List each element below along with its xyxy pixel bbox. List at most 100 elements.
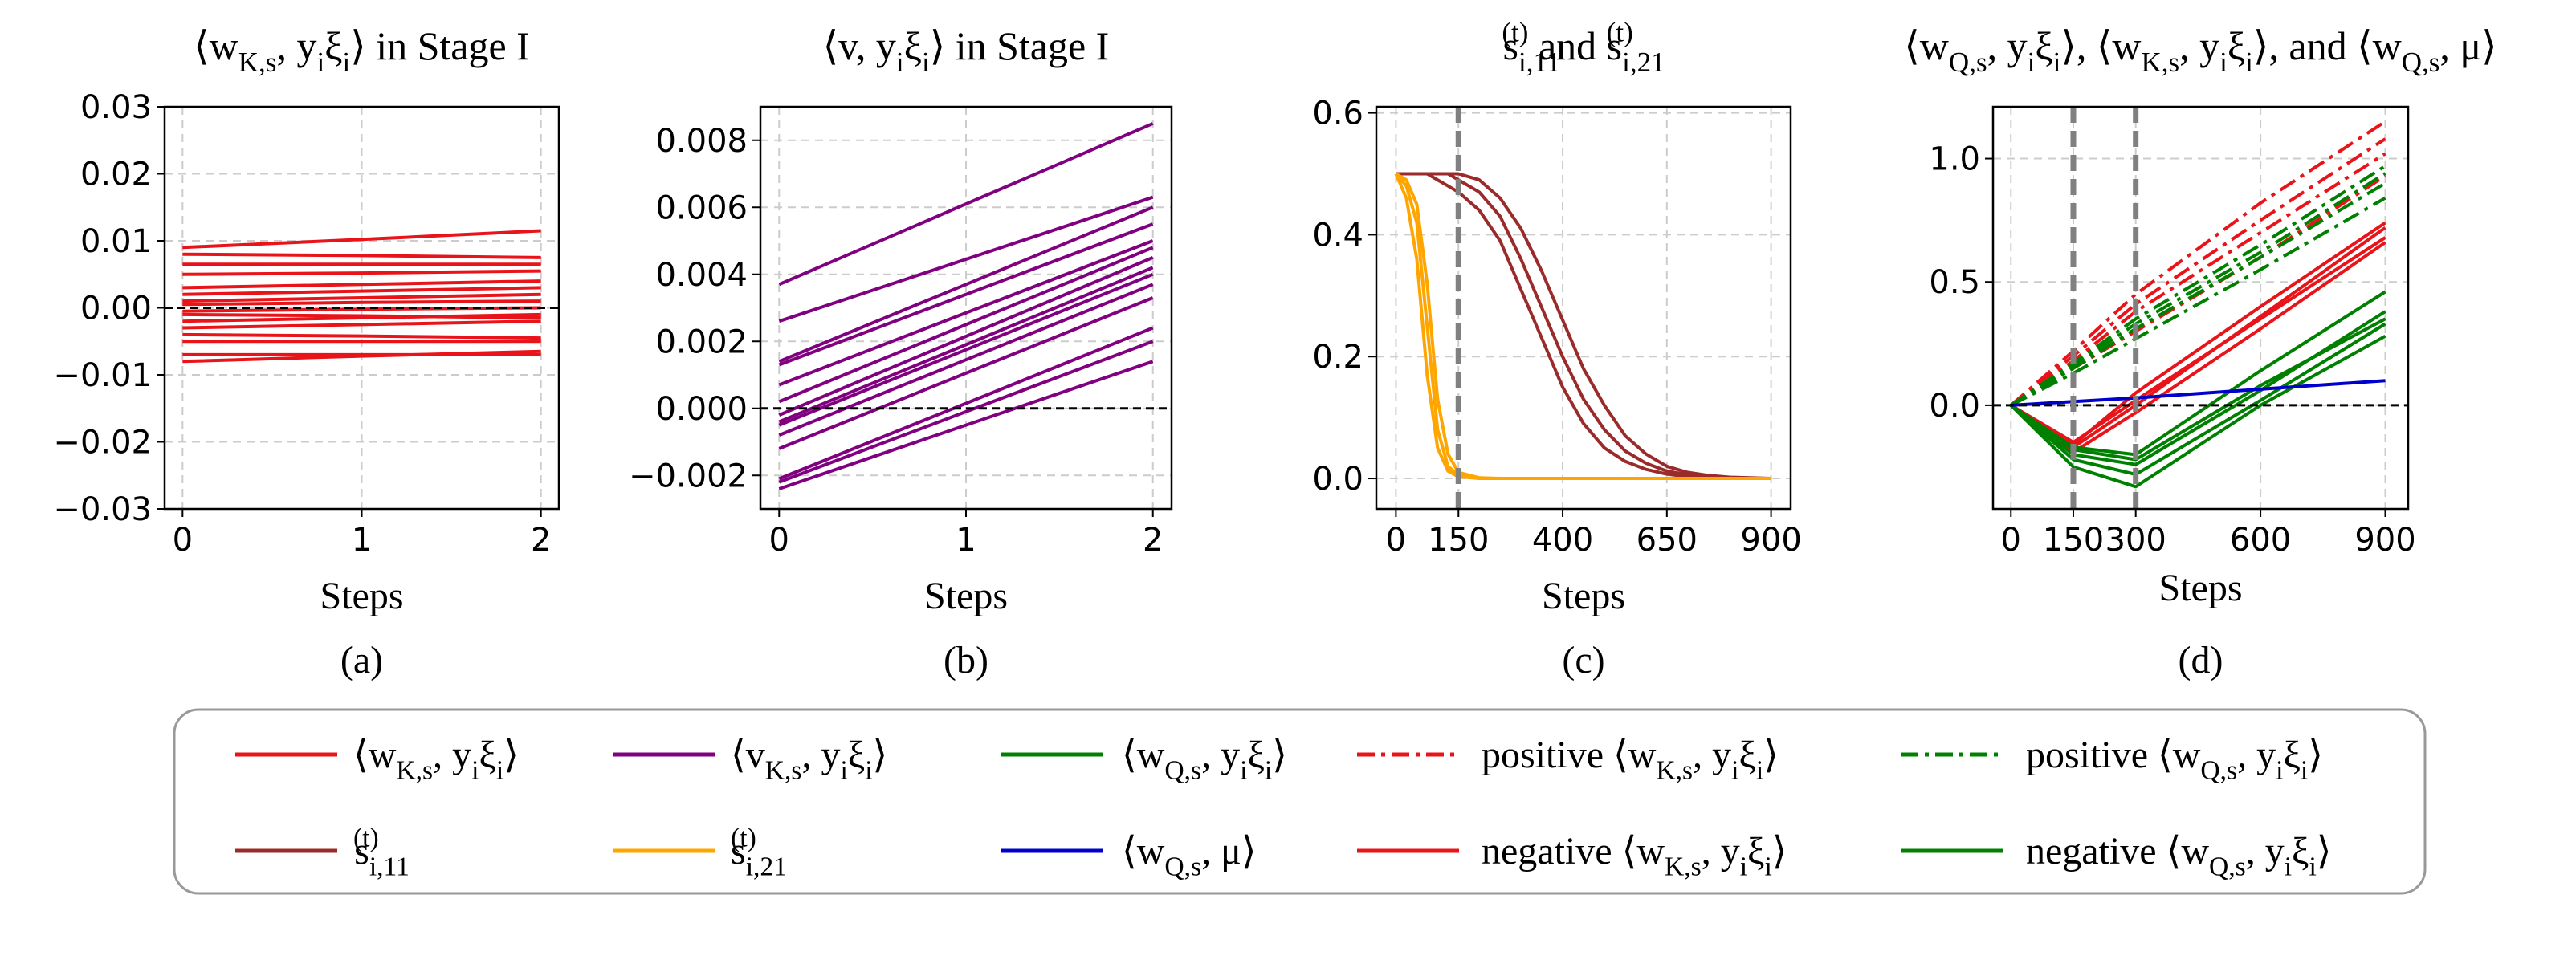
y-tick-label: 0.2 <box>1312 339 1363 376</box>
y-tick-label: 1.0 <box>1929 141 1980 178</box>
panel-caption: (d) <box>2179 639 2223 681</box>
series-line <box>182 332 541 340</box>
legend-label: negative ⟨wK,s, yiξi⟩ <box>1482 830 1787 881</box>
x-tick-label: 0 <box>173 522 193 559</box>
series-line <box>1396 172 1771 480</box>
plot-frame <box>1375 105 1792 511</box>
series-line <box>182 269 541 276</box>
series-line <box>2010 137 2386 407</box>
series-line <box>182 312 541 323</box>
series-line <box>778 283 1154 437</box>
series-line <box>182 319 541 330</box>
y-tick-label: −0.002 <box>629 458 748 494</box>
x-tick-label: 900 <box>1740 522 1801 559</box>
series-line <box>182 229 541 250</box>
y-tick-label: 0.004 <box>655 257 748 294</box>
legend-label: positive ⟨wQ,s, yiξi⟩ <box>2026 734 2323 785</box>
series-line <box>778 326 1154 481</box>
panel-caption: (c) <box>1562 639 1604 681</box>
series-line <box>182 349 541 364</box>
legend-label: ⟨wQ,s, μ⟩ <box>1122 830 1257 881</box>
x-tick-label: 150 <box>1428 522 1489 559</box>
series-line <box>778 272 1154 427</box>
x-tick-label: 300 <box>2105 522 2166 559</box>
y-tick-label: 0.6 <box>1312 96 1363 132</box>
y-tick-label: 0.0 <box>1929 388 1980 425</box>
plot-frame <box>759 105 1173 511</box>
series-line <box>1394 173 1771 480</box>
series-line <box>182 299 541 307</box>
series-line <box>778 296 1154 450</box>
series-line <box>2010 196 2386 407</box>
series-line <box>778 239 1154 387</box>
series-line <box>2011 379 2386 407</box>
plot-frame <box>1991 105 2410 511</box>
x-axis-label: Steps <box>1542 575 1625 617</box>
x-tick-label: 2 <box>531 522 551 559</box>
chart-title: ⟨v, yiξi⟩ in Stage I <box>823 23 1110 78</box>
panel-caption: (b) <box>944 639 988 681</box>
y-tick-label: −0.03 <box>53 491 152 528</box>
series-line <box>778 340 1154 484</box>
series-line <box>778 205 1154 364</box>
y-tick-label: 0.000 <box>655 391 748 428</box>
x-tick-label: 0 <box>1386 522 1406 559</box>
series-line <box>778 246 1154 404</box>
series-line <box>778 360 1154 490</box>
series-line <box>778 222 1154 367</box>
series-line <box>778 256 1154 417</box>
legend-label: si,11(t)​ <box>353 823 410 881</box>
y-tick-label: 0.5 <box>1929 264 1980 301</box>
plot-frame <box>163 105 560 511</box>
series-line <box>182 252 541 259</box>
legend-label: ⟨wQ,s, yiξi⟩ <box>1122 734 1287 785</box>
x-tick-label: 900 <box>2354 522 2415 559</box>
series-line <box>778 266 1154 424</box>
x-tick-label: 1 <box>956 522 976 559</box>
y-tick-label: 0.0 <box>1312 461 1363 498</box>
x-axis-label: Steps <box>2158 567 2242 609</box>
y-tick-label: 0.03 <box>80 89 152 126</box>
x-tick-label: 0 <box>769 522 789 559</box>
y-tick-label: 0.4 <box>1312 217 1363 254</box>
legend-label: ⟨vK,s, yiξi⟩ <box>731 734 887 785</box>
series-line <box>2009 335 2386 489</box>
x-tick-label: 600 <box>2230 522 2291 559</box>
series-line <box>778 122 1154 287</box>
series-line <box>182 286 541 296</box>
y-tick-label: 0.006 <box>655 189 748 226</box>
legend-label: ⟨wK,s, yiξi⟩ <box>353 734 519 785</box>
chart-title: ⟨wK,s, yiξi⟩ in Stage I <box>194 23 530 78</box>
x-tick-label: 1 <box>352 522 372 559</box>
chart-title: ⟨wQ,s, yiξi⟩, ⟨wK,s, yiξi⟩, and ⟨wQ,s, μ… <box>1904 23 2497 78</box>
series-line <box>1395 172 1771 480</box>
panel-caption: (a) <box>340 639 383 681</box>
series-line <box>182 279 541 290</box>
chart-title: si,11(t) and si,21(t)​ <box>1502 17 1665 79</box>
series-line <box>1396 172 1771 480</box>
legend-label: positive ⟨wK,s, yiξi⟩ <box>1482 734 1779 785</box>
x-tick-label: 650 <box>1636 522 1698 559</box>
series-line <box>1394 173 1771 480</box>
x-tick-label: 150 <box>2043 522 2104 559</box>
x-tick-label: 2 <box>1143 522 1163 559</box>
series-line <box>2009 120 2386 407</box>
series-line <box>182 292 541 303</box>
x-axis-label: Steps <box>924 575 1008 617</box>
y-tick-label: −0.01 <box>53 357 152 394</box>
series-line <box>182 306 541 313</box>
y-tick-label: 0.02 <box>80 157 152 193</box>
legend-label: negative ⟨wQ,s, yiξi⟩ <box>2026 830 2332 881</box>
y-tick-label: 0.00 <box>80 291 152 327</box>
x-axis-label: Steps <box>320 575 403 617</box>
series-line <box>778 195 1154 323</box>
y-tick-label: 0.002 <box>655 323 748 360</box>
x-tick-label: 400 <box>1532 522 1593 559</box>
y-tick-label: −0.02 <box>53 425 152 462</box>
legend-label: si,21(t)​ <box>731 823 787 881</box>
x-tick-label: 0 <box>2001 522 2021 559</box>
legend-box <box>173 708 2427 895</box>
series-line <box>2010 290 2386 457</box>
series-line <box>1396 172 1771 480</box>
